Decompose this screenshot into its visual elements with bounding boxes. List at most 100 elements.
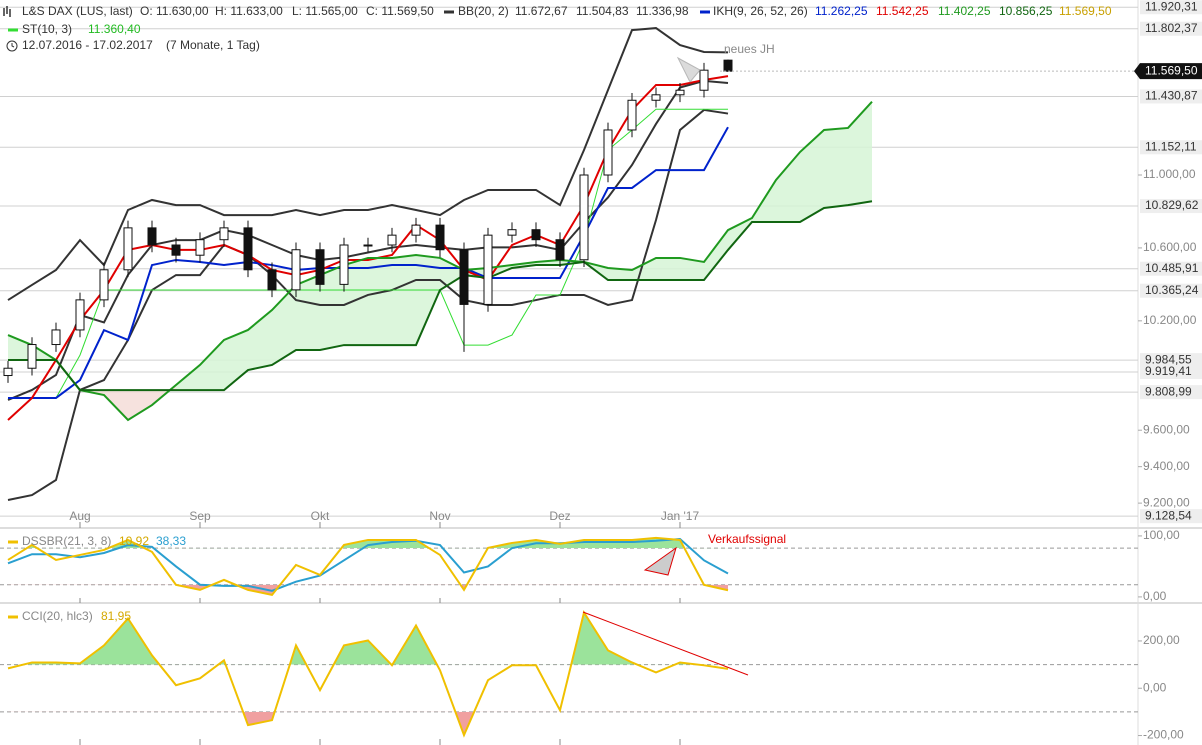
y-tick-label: 100,00 [1143, 528, 1180, 542]
clock-icon [11, 43, 15, 48]
x-tick-label: Okt [311, 509, 330, 523]
cloud [128, 390, 152, 420]
series-line [7, 537, 729, 592]
candle-body [603, 129, 613, 176]
indicator-line [8, 200, 873, 392]
candle-body [27, 344, 37, 369]
candle-body [171, 244, 181, 256]
cloud [368, 257, 392, 346]
ohlc-label: H: 11.633,00 [215, 4, 283, 18]
pattern-triangle [676, 56, 701, 83]
cloud [200, 339, 224, 391]
indicator-line [7, 100, 873, 422]
candle-body [483, 234, 493, 305]
candle-body [147, 227, 157, 246]
cloud [680, 257, 704, 280]
y-tick-label: 10.600,00 [1143, 240, 1197, 254]
indicator-line [8, 126, 729, 399]
x-tick-label: Dez [549, 509, 570, 523]
signal-triangle [643, 546, 677, 576]
legend-value: 10.856,25 [999, 4, 1053, 18]
level-label-bg [1140, 199, 1202, 214]
legend-value: 81,95 [101, 609, 131, 623]
cloud [776, 152, 800, 223]
chart-title: L&S DAX (LUS, last) [22, 4, 133, 18]
candle-body [507, 229, 517, 236]
cloud [704, 230, 728, 280]
level-label: 11.152,11 [1145, 139, 1197, 153]
legend-value: 11.336,98 [636, 4, 689, 18]
ohlc-label: L: 11.565,00 [292, 4, 358, 18]
y-tick-label: 0,00 [1143, 680, 1167, 694]
y-tick-label: 11.000,00 [1143, 167, 1196, 181]
y-tick-label: 0,00 [1143, 589, 1167, 603]
y-tick-label: 200,00 [1143, 633, 1180, 647]
period-length: (7 Monate, 1 Tag) [166, 38, 260, 52]
candle-body [363, 244, 373, 247]
last-price-bg [1134, 63, 1202, 80]
candle-body [267, 269, 277, 291]
level-label: 9.128,54 [1145, 508, 1192, 522]
legend-label: IKH(9, 26, 52, 26) [713, 4, 808, 18]
cloud [320, 265, 344, 350]
level-label-bg [1140, 261, 1202, 276]
legend-value: 11.672,67 [515, 4, 568, 18]
legend-value: 11.360,40 [88, 22, 141, 36]
annotation: Verkaufssignal [708, 532, 786, 546]
candle-body [459, 249, 469, 305]
trend-line [582, 611, 749, 676]
y-tick-label: 9.400,00 [1143, 459, 1190, 473]
candle-body [675, 89, 685, 96]
candle-body [195, 239, 205, 256]
candle-body [435, 224, 445, 251]
candle-body [555, 239, 565, 261]
cloud [800, 129, 824, 223]
annotation: neues JH [724, 42, 775, 56]
legend-value: 11.402,25 [938, 4, 991, 18]
cloud [296, 275, 320, 350]
level-label: 9.808,99 [1145, 384, 1192, 398]
candle-body [723, 59, 733, 72]
level-label: 9.919,41 [1145, 364, 1192, 378]
x-tick-label: Sep [189, 509, 211, 523]
period: 12.07.2016 - 17.02.2017 [22, 38, 153, 52]
candle-body [315, 249, 325, 285]
level-label-bg [1140, 89, 1202, 104]
cloud [608, 267, 632, 280]
level-label-bg [1140, 0, 1202, 15]
chart-icon [3, 6, 11, 17]
cloud [416, 255, 440, 346]
candle-body [651, 94, 661, 101]
x-tick-label: Jan '17 [661, 509, 700, 523]
level-label: 10.829,62 [1145, 198, 1199, 212]
level-label: 11.802,37 [1145, 21, 1198, 35]
candle-body [3, 367, 13, 377]
legend-value: 11.262,25 [815, 4, 868, 18]
legend-value: 38,33 [156, 534, 186, 548]
cloud [440, 257, 464, 291]
level-label-bg [1140, 364, 1202, 379]
level-label-bg [1140, 509, 1202, 524]
candle-body [411, 224, 421, 236]
cloud [344, 257, 368, 346]
legend-value: 11.542,25 [876, 4, 929, 18]
candle-body [339, 244, 349, 285]
y-tick-label: -200,00 [1143, 728, 1184, 742]
cloud [848, 101, 872, 206]
candle-body [51, 329, 61, 346]
level-label: 10.485,91 [1145, 261, 1199, 275]
legend-label: BB(20, 2) [458, 4, 509, 18]
legend-value: 10,92 [119, 534, 149, 548]
cloud [8, 335, 32, 361]
candle-body [99, 269, 109, 301]
series-line [7, 536, 729, 596]
candle-body [699, 69, 709, 91]
candle-body [627, 99, 637, 131]
candle-body [219, 227, 229, 241]
indicator-line [7, 27, 729, 301]
level-label: 11.430,87 [1145, 89, 1198, 103]
